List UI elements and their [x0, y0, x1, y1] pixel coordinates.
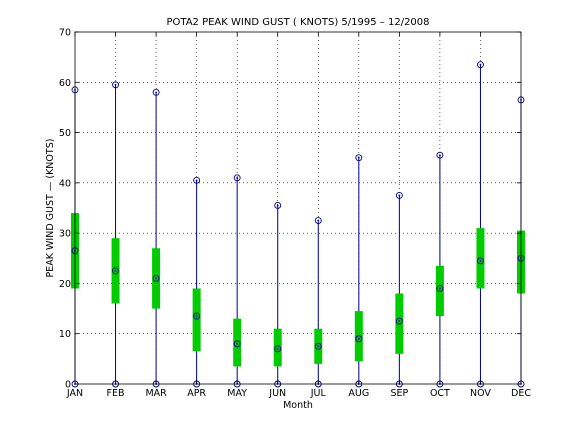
mean-marker-dot: [398, 320, 401, 323]
x-tick-label: JAN: [66, 388, 83, 399]
plot-background: [75, 32, 521, 384]
max-marker: [152, 88, 160, 96]
box-group-apr: [192, 176, 201, 388]
max-marker-dot: [195, 179, 198, 182]
x-tick-label: FEB: [107, 388, 125, 399]
iqr-box: [395, 293, 404, 354]
max-marker-dot: [236, 176, 239, 179]
iqr-box: [192, 288, 201, 352]
x-tick-label: DEC: [511, 388, 531, 399]
iqr-box: [435, 265, 444, 317]
x-tick-label: NOV: [470, 388, 491, 399]
mean-marker-dot: [236, 342, 239, 345]
iqr-box: [233, 318, 242, 367]
iqr-box: [273, 328, 282, 367]
y-tick-label: 50: [59, 128, 71, 139]
x-tick-label: JUL: [310, 388, 327, 399]
max-marker: [112, 81, 119, 89]
y-tick-label: 70: [59, 28, 71, 39]
max-marker-dot: [114, 83, 117, 86]
iqr-box: [476, 228, 485, 289]
y-tick-label: 40: [59, 178, 71, 189]
mean-marker-dot: [155, 277, 157, 280]
x-axis-label: Month: [283, 400, 313, 411]
y-tick-label: 20: [59, 279, 71, 290]
max-marker: [233, 174, 241, 182]
max-marker: [436, 151, 444, 159]
y-tick-label: 0: [65, 380, 71, 391]
max-marker-dot: [479, 63, 482, 66]
x-tick-label: SEP: [390, 388, 408, 399]
box-group-mar: [152, 88, 161, 388]
plot-frame: [74, 31, 522, 385]
mean-marker-dot: [357, 337, 360, 340]
mean-marker: [395, 317, 403, 325]
mean-marker: [233, 340, 241, 348]
mean-marker-dot: [479, 259, 482, 262]
mean-marker: [112, 267, 119, 275]
box-group-nov: [476, 61, 485, 388]
max-marker-dot: [357, 156, 360, 159]
y-axis-label: PEAK WIND GUST — (KNOTS): [45, 139, 56, 278]
max-marker-dot: [317, 219, 320, 222]
mean-marker: [152, 274, 160, 282]
max-marker-dot: [155, 91, 157, 94]
mean-marker-dot: [195, 315, 198, 318]
mean-marker: [314, 342, 322, 350]
chart-title: POTA2 PEAK WIND GUST ( KNOTS) 5/1995 – 1…: [166, 17, 429, 28]
axes: 0 10 20 30 40 50 60 70 JAN FEB MAR APR MAY JUN JUL AUG S…: [59, 28, 531, 400]
max-marker-dot: [398, 194, 401, 197]
x-tick-label: JUN: [268, 388, 286, 399]
x-tick-label: MAY: [227, 388, 247, 399]
mean-marker: [274, 345, 282, 353]
max-marker-dot: [276, 204, 279, 207]
max-marker: [274, 202, 282, 209]
mean-marker: [355, 335, 363, 343]
x-tick-label: AUG: [348, 388, 369, 399]
mean-marker: [193, 312, 201, 320]
x-tick-label: MAR: [145, 388, 167, 399]
max-marker: [193, 176, 201, 184]
mean-marker: [477, 257, 484, 265]
mean-marker-dot: [317, 345, 320, 348]
max-marker-dot: [439, 154, 441, 157]
y-tick-label: 10: [59, 329, 71, 340]
max-marker: [355, 154, 363, 162]
y-tick-label: 30: [59, 229, 71, 240]
x-tick-label: APR: [187, 388, 206, 399]
iqr-box: [354, 311, 363, 362]
mean-marker-dot: [439, 287, 441, 290]
max-marker: [395, 191, 403, 199]
max-marker: [314, 217, 322, 225]
max-marker: [477, 61, 484, 69]
y-tick-label: 60: [59, 78, 71, 89]
mean-marker: [436, 285, 444, 292]
x-tick-label: OCT: [430, 388, 450, 399]
mean-marker-dot: [276, 347, 279, 350]
mean-marker-dot: [114, 269, 117, 272]
